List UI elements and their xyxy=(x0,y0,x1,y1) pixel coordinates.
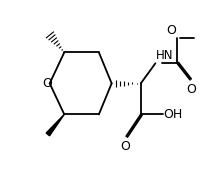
Text: HN: HN xyxy=(156,49,173,62)
Text: O: O xyxy=(186,83,196,96)
Text: O: O xyxy=(167,24,176,37)
Text: O: O xyxy=(120,140,130,153)
Text: O: O xyxy=(42,77,52,90)
Polygon shape xyxy=(46,114,64,136)
Text: OH: OH xyxy=(164,108,183,121)
